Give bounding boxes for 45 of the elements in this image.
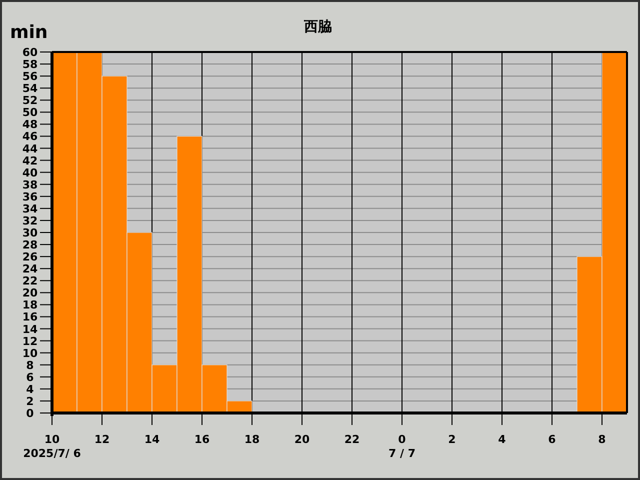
chart-title: 西脇: [303, 19, 332, 35]
x-tick-label: 0 7 / 7: [388, 433, 416, 460]
y-tick-label: 34: [22, 202, 38, 216]
x-tick-label: 16: [194, 433, 210, 446]
y-tick-label: 24: [22, 262, 38, 276]
x-tick-label: 8: [598, 433, 606, 446]
y-tick-label: 36: [22, 190, 38, 204]
x-tick-label: 2: [448, 433, 456, 446]
y-tick-label: 46: [22, 130, 38, 144]
y-tick-label: 48: [22, 118, 38, 132]
y-tick-label: 40: [22, 166, 38, 180]
y-tick-label: 10: [22, 346, 38, 360]
y-tick-label: 12: [22, 334, 38, 348]
y-tick-label: 50: [22, 106, 38, 120]
y-tick-label: 4: [26, 382, 34, 396]
y-tick-label: 2: [26, 394, 34, 408]
y-tick-label: 18: [22, 298, 38, 312]
y-tick-label: 8: [26, 358, 34, 372]
x-tick-label: 6: [548, 433, 556, 446]
y-tick-label: 30: [22, 226, 38, 240]
x-tick-label: 12: [94, 433, 110, 446]
y-tick-label: 22: [22, 274, 38, 288]
x-tick-label: 22: [344, 433, 360, 446]
y-tick-label: 58: [22, 58, 38, 72]
x-tick-label: 4: [498, 433, 506, 446]
y-tick-label: 42: [22, 154, 38, 168]
y-tick-label: 52: [22, 94, 38, 108]
y-tick-label: 26: [22, 250, 38, 264]
y-tick-label: 32: [22, 214, 38, 228]
y-tick-label: 56: [22, 70, 38, 84]
y-tick-label: 6: [26, 370, 34, 384]
x-tick-label: 14: [144, 433, 160, 446]
y-tick-label: 60: [22, 46, 38, 59]
x-tick-label: 18: [244, 433, 260, 446]
y-tick-label: 14: [22, 322, 38, 336]
x-tick-label: 20: [294, 433, 310, 446]
y-tick-label: 20: [22, 286, 38, 300]
y-tick-label: 54: [22, 82, 38, 96]
y-axis-title: min: [10, 22, 48, 43]
y-tick-label: 38: [22, 178, 38, 192]
y-tick-label: 44: [22, 142, 38, 156]
y-tick-label: 28: [22, 238, 38, 252]
y-tick-label: 16: [22, 310, 38, 324]
x-tick-label: 10 2025/7/ 6: [23, 433, 82, 460]
y-tick-label: 0: [26, 407, 34, 420]
